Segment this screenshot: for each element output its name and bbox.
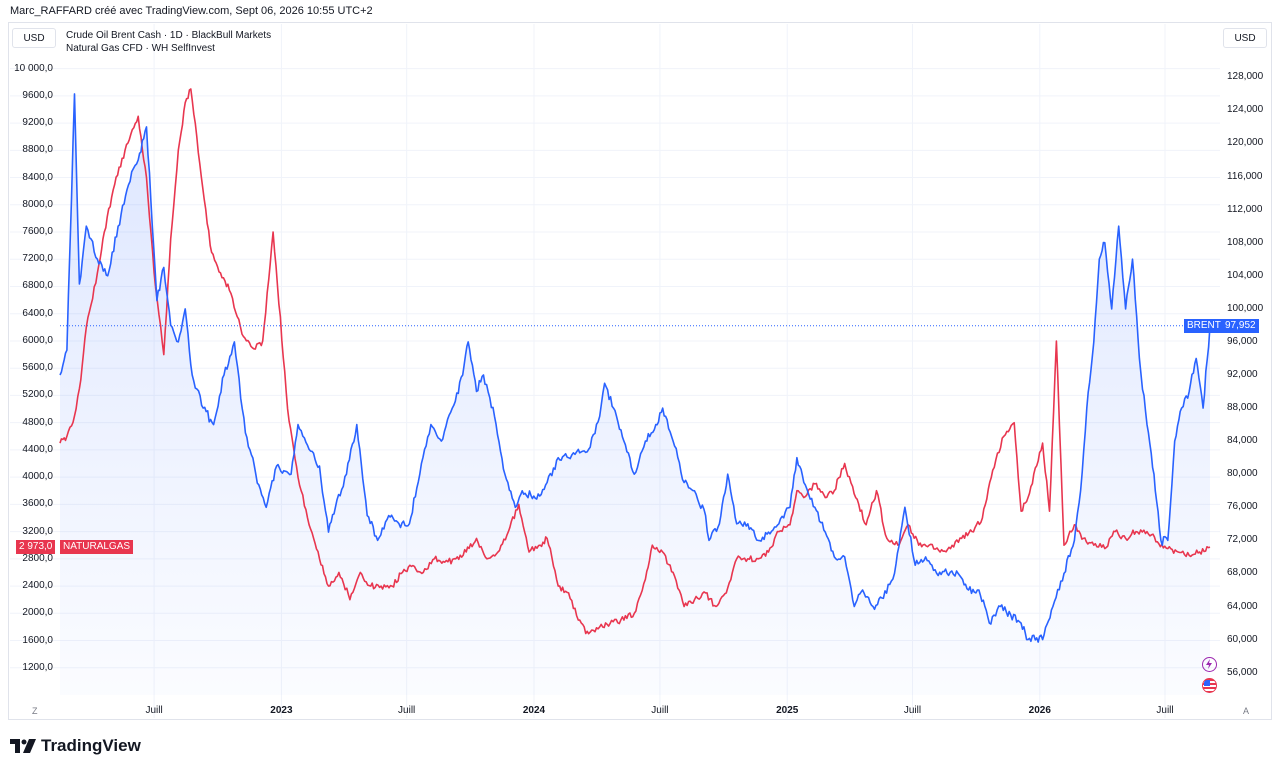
brent-area-path: [60, 93, 1210, 695]
left-axis-tick: 6800,0: [22, 280, 53, 292]
left-axis-tick: 8000,0: [22, 198, 53, 210]
left-currency-button[interactable]: USD: [12, 28, 56, 48]
left-axis-tick: 2000,0: [22, 607, 53, 619]
legend-natural-gas[interactable]: Natural Gas CFD · WH SelfInvest: [66, 43, 215, 54]
legend-brent[interactable]: Crude Oil Brent Cash · 1D · BlackBull Ma…: [66, 30, 272, 41]
natural-gas-last-price-tag: 2 973,0: [16, 540, 56, 555]
right-axis-tick: 124,000: [1227, 104, 1264, 116]
left-axis-tick: 1600,0: [22, 634, 53, 646]
right-axis-tick: 128,000: [1227, 71, 1264, 83]
time-axis-tick: 2023: [270, 705, 293, 716]
left-axis-tick: 1200,0: [22, 661, 53, 673]
right-axis-tick: 116,000: [1227, 170, 1263, 182]
natural-gas-series: [59, 88, 1211, 635]
chart-caption: Marc_RAFFARD créé avec TradingView.com, …: [10, 5, 373, 17]
right-currency-button[interactable]: USD: [1223, 28, 1267, 48]
time-axis-tick: Juill: [145, 705, 163, 716]
right-axis-tick: 72,000: [1227, 534, 1258, 546]
left-axis-tick: 8400,0: [22, 171, 53, 183]
us-flag-icon[interactable]: [1202, 678, 1217, 693]
auto-scale-button[interactable]: A: [1243, 706, 1250, 716]
left-axis-tick: 10 000,0: [14, 62, 53, 74]
left-axis-tick: 5600,0: [22, 362, 53, 374]
tradingview-brand-name: TradingView: [41, 736, 141, 755]
brent-series: [59, 93, 1211, 643]
chart-legend: Crude Oil Brent Cash · 1D · BlackBull Ma…: [66, 29, 271, 55]
time-axis-tick: 2024: [522, 705, 546, 716]
brent-line: [59, 93, 1211, 643]
time-axis-tick: Juill: [651, 705, 669, 716]
right-axis-tick: 100,000: [1227, 302, 1264, 314]
tradingview-logo-icon: [10, 739, 36, 753]
right-axis-tick: 68,000: [1227, 567, 1258, 579]
natural-gas-symbol-tag: NATURALGAS: [60, 540, 134, 555]
left-axis-tick: 5200,0: [22, 389, 53, 401]
left-axis-tick: 4400,0: [22, 443, 53, 455]
right-axis-tick: 76,000: [1227, 501, 1258, 513]
brent-area-fill: [60, 93, 1210, 695]
left-axis-tick: 8800,0: [22, 144, 53, 156]
natural-gas-line: [59, 88, 1211, 635]
chart-frame: [8, 22, 1272, 720]
left-axis-tick: 2800,0: [22, 552, 53, 564]
right-axis-tick: 104,000: [1227, 269, 1264, 281]
right-axis-tick: 60,000: [1227, 633, 1258, 645]
right-axis-tick: 80,000: [1227, 468, 1258, 480]
zoom-corner-button[interactable]: Z: [32, 706, 38, 716]
right-axis-tick: 120,000: [1227, 137, 1264, 149]
left-axis-tick: 4000,0: [22, 471, 53, 483]
right-axis-tick: 84,000: [1227, 435, 1258, 447]
left-axis-tick: 3200,0: [22, 525, 53, 537]
time-axis-tick: 2026: [1028, 705, 1051, 716]
right-axis-tick: 96,000: [1227, 335, 1258, 347]
right-axis-tick: 56,000: [1227, 666, 1258, 678]
brent-symbol-tag: BRENT: [1184, 318, 1224, 333]
left-axis-tick: 6400,0: [22, 307, 53, 319]
right-axis-tick: 92,000: [1227, 369, 1258, 380]
left-axis-tick: 4800,0: [22, 416, 53, 428]
right-axis-tick: 64,000: [1227, 600, 1258, 612]
left-axis-tick: 9600,0: [22, 89, 53, 101]
left-axis-tick: 7200,0: [22, 253, 53, 265]
left-axis-tick: 7600,0: [22, 226, 53, 238]
right-axis-tick: 108,000: [1227, 236, 1264, 248]
brent-last-price-tag: 97,952: [1222, 318, 1259, 333]
left-axis-tick: 9200,0: [22, 117, 53, 129]
time-axis-tick: 2025: [776, 705, 799, 716]
lightning-icon[interactable]: [1202, 657, 1217, 672]
time-axis-tick: Juill: [398, 705, 416, 716]
left-axis-tick: 6000,0: [22, 334, 53, 346]
left-axis-tick: 3600,0: [22, 498, 53, 510]
time-axis-tick: Juill: [1156, 705, 1174, 716]
time-axis-tick: Juill: [903, 705, 922, 716]
right-axis-tick: 88,000: [1227, 402, 1258, 414]
right-axis-tick: 112,000: [1227, 203, 1263, 215]
left-axis-tick: 2400,0: [22, 580, 53, 592]
tradingview-logo[interactable]: TradingView: [10, 736, 141, 756]
